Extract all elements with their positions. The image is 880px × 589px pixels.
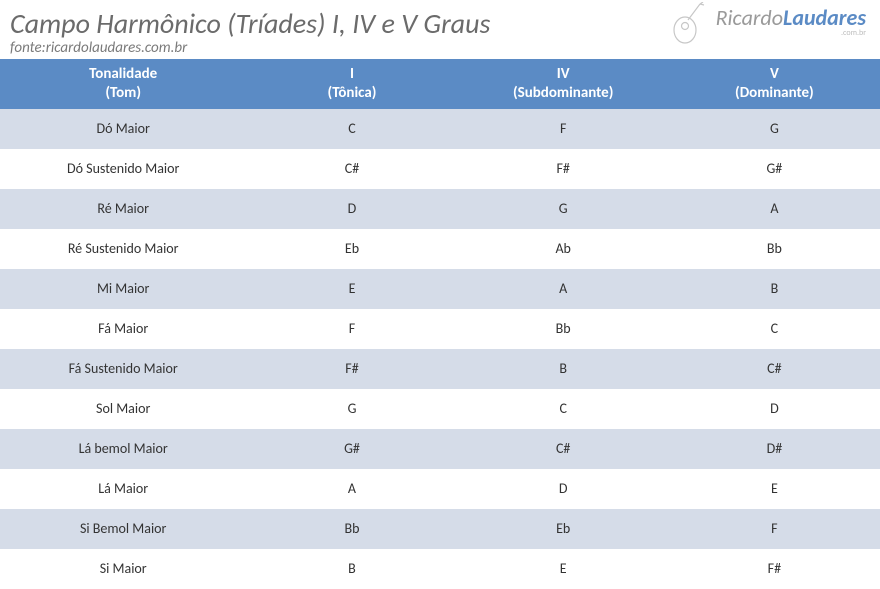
table-cell: F <box>669 509 880 549</box>
table-row: Ré Sustenido MaiorEbAbBb <box>0 229 880 269</box>
table-cell: Si Bemol Maior <box>0 509 246 549</box>
table-cell: G# <box>669 149 880 189</box>
logo-second: Laudares <box>783 4 866 31</box>
table-cell: B <box>669 269 880 309</box>
table-cell: C# <box>669 349 880 389</box>
table-cell: A <box>669 189 880 229</box>
table-cell: C# <box>246 149 457 189</box>
col-tonalidade: Tonalidade (Tom) <box>0 59 246 109</box>
table-cell: D <box>458 469 669 509</box>
col-line2: (Subdominante) <box>513 84 613 102</box>
col-line2: (Tom) <box>105 84 141 102</box>
table-row: Si Bemol MaiorBbEbF <box>0 509 880 549</box>
table-cell: E <box>458 549 669 589</box>
table-cell: F# <box>669 549 880 589</box>
table-cell: Bb <box>246 509 457 549</box>
table-cell: E <box>669 469 880 509</box>
table-cell: F <box>458 109 669 149</box>
table-cell: Bb <box>669 229 880 269</box>
table-cell: C <box>246 109 457 149</box>
table-cell: D <box>246 189 457 229</box>
logo-first: Ricardo <box>716 4 783 31</box>
table-cell: G <box>669 109 880 149</box>
table-cell: G# <box>246 429 457 469</box>
table-row: Mi MaiorEAB <box>0 269 880 309</box>
table-cell: F <box>246 309 457 349</box>
table-cell: Eb <box>458 509 669 549</box>
table-cell: Lá bemol Maior <box>0 429 246 469</box>
table-cell: Dó Maior <box>0 109 246 149</box>
table-body: Dó MaiorCFGDó Sustenido MaiorC#F#G#Ré Ma… <box>0 109 880 589</box>
table-header-row: Tonalidade (Tom) I (Tônica) IV (Subdomin… <box>0 59 880 109</box>
table-row: Ré MaiorDGA <box>0 189 880 229</box>
table-cell: D# <box>669 429 880 469</box>
table-cell: Mi Maior <box>0 269 246 309</box>
table-cell: Fá Maior <box>0 309 246 349</box>
table-cell: Ré Maior <box>0 189 246 229</box>
col-line1: IV <box>557 65 570 83</box>
col-line1: I <box>350 65 354 83</box>
table-cell: A <box>458 269 669 309</box>
table-cell: Ab <box>458 229 669 269</box>
col-subdominante: IV (Subdominante) <box>458 59 669 109</box>
table-cell: C <box>458 389 669 429</box>
table-cell: Dó Sustenido Maior <box>0 149 246 189</box>
col-line1: V <box>770 65 779 83</box>
table-row: Lá bemol MaiorG#C#D# <box>0 429 880 469</box>
table-cell: Eb <box>246 229 457 269</box>
table-row: Dó MaiorCFG <box>0 109 880 149</box>
table-cell: B <box>458 349 669 389</box>
table-cell: Si Maior <box>0 549 246 589</box>
table-cell: E <box>246 269 457 309</box>
table-cell: Sol Maior <box>0 389 246 429</box>
header: Campo Harmônico (Tríades) I, IV e V Grau… <box>0 0 880 59</box>
harmonic-field-table: Tonalidade (Tom) I (Tônica) IV (Subdomin… <box>0 59 880 589</box>
table-cell: F# <box>246 349 457 389</box>
table-cell: Bb <box>458 309 669 349</box>
table-cell: G <box>458 189 669 229</box>
table-row: Dó Sustenido MaiorC#F#G# <box>0 149 880 189</box>
col-line2: (Dominante) <box>735 84 814 102</box>
col-tonica: I (Tônica) <box>246 59 457 109</box>
brand-logo: RicardoLaudares .com.br <box>716 4 866 38</box>
table-cell: D <box>669 389 880 429</box>
table-row: Sol MaiorGCD <box>0 389 880 429</box>
table-cell: Fá Sustenido Maior <box>0 349 246 389</box>
table-cell: F# <box>458 149 669 189</box>
table-cell: C# <box>458 429 669 469</box>
col-dominante: V (Dominante) <box>669 59 880 109</box>
table-row: Lá MaiorADE <box>0 469 880 509</box>
table-cell: C <box>669 309 880 349</box>
guitar-icon <box>670 2 714 46</box>
table-row: Fá Sustenido MaiorF#BC# <box>0 349 880 389</box>
col-line2: (Tônica) <box>328 84 377 102</box>
logo-text: RicardoLaudares <box>716 4 866 31</box>
table-row: Fá MaiorFBbC <box>0 309 880 349</box>
table-cell: A <box>246 469 457 509</box>
col-line1: Tonalidade <box>89 65 157 83</box>
table-cell: Lá Maior <box>0 469 246 509</box>
source-line: fonte:ricardolaudares.com.br <box>10 39 870 57</box>
table-cell: B <box>246 549 457 589</box>
table-cell: G <box>246 389 457 429</box>
table-cell: Ré Sustenido Maior <box>0 229 246 269</box>
table-row: Si MaiorBEF# <box>0 549 880 589</box>
